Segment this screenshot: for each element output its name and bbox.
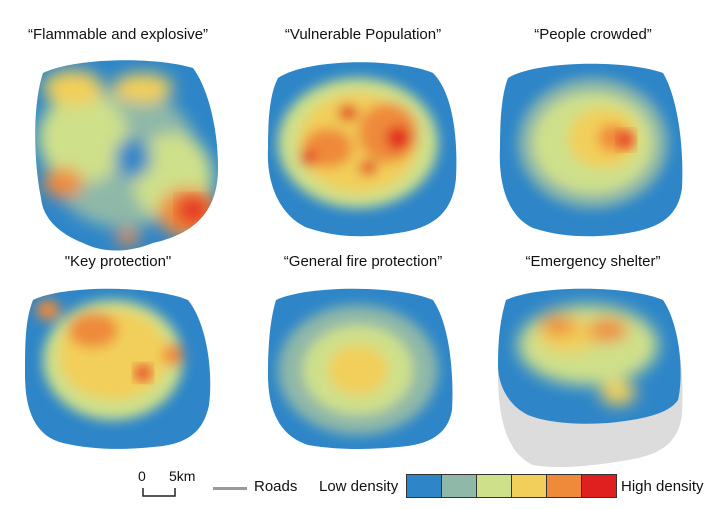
panel-general-fire-protection: “General fire protection” bbox=[248, 253, 478, 488]
swatch-2 bbox=[441, 474, 477, 498]
density-map bbox=[268, 288, 453, 450]
swatch-5 bbox=[546, 474, 582, 498]
low-density-label: Low density bbox=[319, 478, 399, 495]
legend: 0 5km Roads Low density High density bbox=[0, 464, 720, 509]
swatch-6 bbox=[581, 474, 617, 498]
high-density-label: High density bbox=[621, 478, 704, 495]
panel-title: "Key protection" bbox=[64, 253, 172, 270]
density-map bbox=[498, 288, 683, 468]
panel-title: “Emergency shelter” bbox=[525, 253, 661, 270]
panel-people-crowded: “People crowded” bbox=[478, 26, 708, 261]
scale-bar: 0 5km bbox=[133, 466, 213, 500]
density-map bbox=[25, 288, 211, 449]
panel-vulnerable-population: “Vulnerable Population” bbox=[248, 26, 478, 261]
density-map bbox=[35, 60, 218, 251]
roads-line-symbol bbox=[213, 487, 247, 490]
panel-flammable-explosive: “Flammable and explosive” bbox=[3, 26, 233, 261]
panel-emergency-shelter: “Emergency shelter” bbox=[478, 253, 708, 488]
panel-title: “General fire protection” bbox=[283, 253, 443, 270]
panel-title: “Flammable and explosive” bbox=[27, 26, 209, 43]
swatch-4 bbox=[511, 474, 547, 498]
swatch-1 bbox=[406, 474, 442, 498]
panel-title: “Vulnerable Population” bbox=[284, 26, 442, 43]
swatch-3 bbox=[476, 474, 512, 498]
density-map bbox=[267, 62, 457, 237]
scale-zero-label: 0 bbox=[138, 468, 146, 484]
scale-km-label: 5km bbox=[169, 468, 196, 484]
panel-title: “People crowded” bbox=[534, 26, 652, 43]
scale-bar-line bbox=[142, 488, 176, 497]
panel-key-protection: "Key protection" bbox=[3, 253, 233, 488]
density-color-scale bbox=[406, 474, 617, 498]
density-map bbox=[499, 63, 683, 237]
roads-label: Roads bbox=[254, 478, 298, 495]
